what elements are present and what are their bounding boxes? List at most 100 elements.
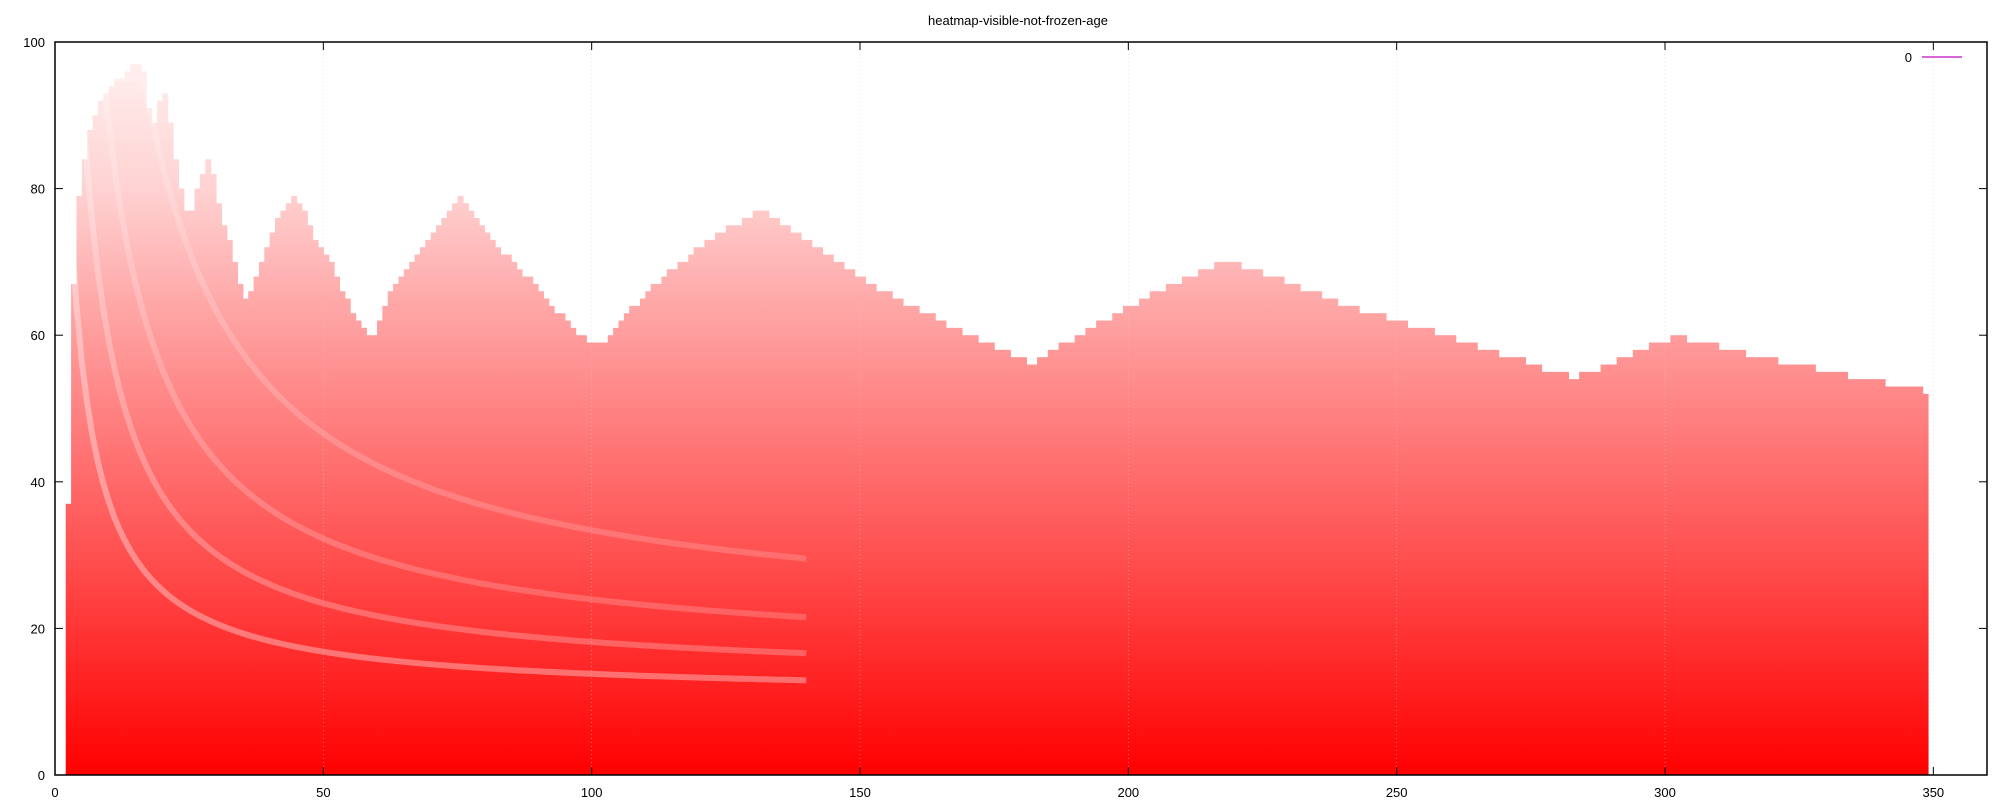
heatmap-column [838, 261, 845, 775]
heatmap-column [1300, 291, 1307, 775]
heatmap-column [71, 283, 78, 775]
heatmap-column [1643, 349, 1650, 775]
heatmap-column [1772, 357, 1779, 775]
heatmap-column [1047, 349, 1054, 775]
heatmap-column [779, 225, 786, 775]
heatmap-column [1428, 327, 1435, 775]
heatmap-column [1793, 364, 1800, 775]
heatmap-column [1203, 269, 1210, 775]
heatmap-column [994, 349, 1001, 775]
heatmap-column [538, 291, 544, 775]
heatmap-column [1149, 291, 1156, 775]
heatmap-column [1380, 313, 1387, 775]
heatmap-column [210, 173, 217, 775]
heatmap-column [790, 232, 797, 775]
heatmap-column [178, 188, 185, 776]
heatmap-column [1176, 283, 1183, 775]
heatmap-column [505, 254, 512, 775]
heatmap-column [1058, 342, 1065, 775]
heatmap-column [350, 313, 357, 775]
heatmap-column [291, 195, 298, 775]
heatmap-column [892, 298, 899, 775]
heatmap-column [1165, 283, 1172, 775]
heatmap-column [76, 195, 83, 775]
heatmap-column [1863, 379, 1870, 775]
heatmap-column [1418, 327, 1425, 775]
x-tick-label: 50 [316, 785, 330, 800]
heatmap-column [140, 71, 147, 775]
heatmap-column [591, 342, 598, 775]
heatmap-column [81, 159, 88, 775]
heatmap-column [924, 313, 931, 775]
heatmap-column [1031, 364, 1038, 775]
heatmap-column [103, 93, 110, 775]
heatmap-column [1439, 335, 1446, 775]
y-tick-label: 60 [31, 328, 45, 343]
heatmap-column [1139, 298, 1146, 775]
heatmap-column [1461, 342, 1468, 775]
heatmap-column [1563, 371, 1569, 775]
heatmap-column [371, 335, 378, 775]
heatmap-column [999, 349, 1006, 775]
heatmap-column [586, 342, 593, 775]
heatmap-column [382, 305, 389, 775]
heatmap-column [758, 210, 764, 776]
heatmap-column [1332, 298, 1339, 775]
heatmap-column [135, 63, 142, 776]
heatmap-column [312, 239, 319, 775]
heatmap-column [1783, 364, 1790, 775]
heatmap-column [436, 225, 442, 775]
heatmap-column [940, 320, 947, 775]
heatmap-column [865, 283, 872, 775]
heatmap-column [1069, 342, 1076, 775]
heatmap-column [156, 100, 163, 775]
heatmap-column [221, 225, 228, 775]
heatmap-column [768, 217, 775, 776]
heatmap-column [1444, 335, 1451, 775]
legend: 0 [1905, 50, 1962, 65]
heatmap-column [978, 342, 985, 775]
heatmap-column [1128, 305, 1135, 775]
heatmap-column [253, 276, 260, 775]
heatmap-column [285, 203, 292, 775]
heatmap-column [570, 327, 577, 775]
heatmap-column [398, 276, 405, 775]
heatmap-column [1171, 283, 1178, 775]
heatmap-column [1192, 276, 1199, 775]
heatmap-column [323, 254, 330, 775]
heatmap-column [462, 203, 469, 775]
heatmap-column [1707, 342, 1714, 775]
heatmap-column [1729, 349, 1736, 775]
heatmap-column [1600, 364, 1607, 775]
heatmap-column [725, 225, 732, 775]
heatmap-column [1691, 342, 1698, 775]
heatmap-column [1509, 357, 1516, 775]
heatmap-cells [62, 63, 1929, 776]
heatmap-column [1906, 386, 1913, 775]
heatmap-column [516, 269, 523, 775]
heatmap-column [1482, 349, 1489, 775]
heatmap-column [119, 78, 126, 775]
heatmap-column [870, 283, 877, 775]
heatmap-column [1122, 305, 1129, 775]
heatmap-column [634, 305, 641, 775]
heatmap-column [564, 320, 571, 775]
heatmap-column [1761, 357, 1768, 775]
heatmap-column [623, 313, 630, 775]
heatmap-column [618, 320, 625, 775]
heatmap-column [1262, 276, 1269, 775]
heatmap-column [1348, 305, 1355, 775]
heatmap-column [1498, 357, 1505, 775]
heatmap-column [1096, 320, 1103, 775]
heatmap-column [645, 291, 652, 775]
heatmap-column [446, 210, 453, 776]
heatmap-column [366, 335, 373, 775]
heatmap-column [827, 254, 834, 775]
heatmap-column [854, 276, 861, 775]
heatmap-column [146, 107, 153, 776]
heatmap-column [92, 115, 99, 776]
heatmap-column [1208, 269, 1215, 775]
heatmap-column [1890, 386, 1897, 775]
x-tick-label: 0 [51, 785, 58, 800]
heatmap-column [1466, 342, 1473, 775]
